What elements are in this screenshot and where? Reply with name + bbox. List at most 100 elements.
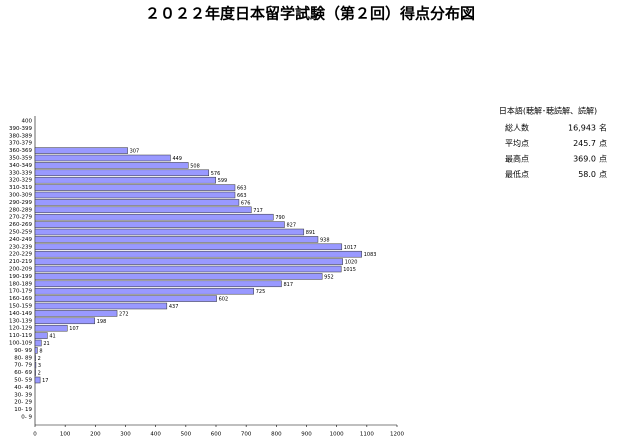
stat-unit: 点 — [599, 170, 607, 179]
bar — [34, 169, 210, 177]
y-tick-label: 130-139 — [9, 318, 32, 324]
stat-value: 369.0 — [573, 155, 596, 164]
bar — [34, 376, 41, 384]
bar — [34, 228, 305, 236]
bar — [34, 302, 168, 310]
value-label: 8 — [39, 348, 42, 354]
bar — [34, 154, 171, 162]
value-label: 508 — [190, 163, 200, 169]
value-label: 663 — [237, 186, 247, 192]
y-tick-label: 210-219 — [9, 259, 32, 265]
x-tick-label: 600 — [211, 432, 222, 438]
bar — [34, 162, 189, 169]
bar — [34, 347, 38, 354]
bar — [34, 265, 342, 273]
x-tick-label: 500 — [181, 432, 192, 438]
y-tick-label: 380-389 — [9, 133, 32, 139]
value-label: 938 — [320, 237, 330, 243]
bar — [34, 354, 36, 362]
stat-label: 最低点 — [505, 169, 529, 179]
bar — [34, 273, 323, 280]
bar — [34, 369, 36, 376]
value-label: 1020 — [345, 260, 358, 266]
stat-unit: 名 — [599, 123, 607, 133]
y-tick-label: 150-159 — [9, 304, 32, 310]
x-tick-label: 0 — [33, 432, 37, 438]
x-tick-label: 1100 — [360, 432, 374, 438]
stat-value: 58.0 — [578, 170, 596, 179]
value-label: 1083 — [364, 252, 377, 258]
bar — [34, 176, 216, 184]
y-tick-label: 230-239 — [9, 244, 32, 250]
value-label: 198 — [97, 319, 107, 325]
value-label: 3 — [38, 363, 41, 369]
value-label: 307 — [130, 149, 140, 155]
y-tick-label: 140-149 — [9, 311, 32, 317]
bar — [34, 147, 128, 154]
y-tick-label: 340-349 — [9, 163, 32, 169]
value-label: 2 — [38, 371, 41, 377]
value-label: 1017 — [344, 245, 357, 251]
y-tick-label: 350-359 — [9, 156, 32, 162]
y-tick-label: 160-169 — [9, 296, 32, 302]
y-tick-label: 280-289 — [9, 207, 32, 213]
x-tick-label: 300 — [120, 432, 131, 438]
x-tick-label: 800 — [271, 432, 282, 438]
value-label: 21 — [43, 341, 49, 347]
chart-title: ２０２２年度日本留学試験（第２回）得点分布図 — [145, 5, 475, 23]
bar — [34, 250, 362, 258]
bar — [34, 280, 282, 288]
bar — [34, 295, 217, 302]
y-tick-label: 190-199 — [9, 274, 32, 280]
value-label: 725 — [256, 289, 266, 295]
y-tick-label: 0- 9 — [21, 415, 32, 421]
stat-value: 245.7 — [573, 139, 596, 148]
y-tick-label: 110-119 — [9, 333, 32, 339]
y-tick-label: 200-209 — [9, 267, 32, 273]
bar — [34, 221, 285, 228]
value-label: 952 — [324, 274, 334, 280]
y-tick-label: 50- 59 — [14, 378, 32, 384]
y-tick-label: 90- 99 — [14, 348, 32, 354]
stats-title: 日本語(聴解･聴読解、読解) — [499, 106, 597, 116]
value-label: 676 — [241, 200, 251, 206]
y-tick-label: 270-279 — [9, 215, 32, 221]
y-tick-label: 20- 29 — [14, 400, 32, 406]
value-label: 437 — [169, 304, 179, 310]
value-label: 17 — [42, 378, 48, 384]
value-label: 449 — [172, 156, 182, 162]
y-tick-label: 70- 79 — [14, 363, 32, 369]
x-tick-label: 900 — [301, 432, 312, 438]
value-label: 817 — [283, 282, 293, 288]
value-label: 663 — [237, 193, 247, 199]
y-tick-label: 310-319 — [9, 185, 32, 191]
x-tick-label: 1000 — [330, 432, 344, 438]
value-label: 41 — [49, 334, 55, 340]
y-tick-label: 240-249 — [9, 237, 32, 243]
value-label: 272 — [119, 311, 129, 317]
y-tick-label: 10- 19 — [14, 407, 32, 413]
value-label: 790 — [275, 215, 285, 221]
x-tick-label: 700 — [241, 432, 252, 438]
bar — [34, 287, 254, 295]
bar — [34, 339, 42, 347]
y-tick-label: 180-189 — [9, 281, 32, 287]
stat-label: 総人数 — [505, 123, 529, 133]
bar — [34, 191, 236, 199]
stat-label: 最高点 — [505, 154, 529, 164]
y-tick-label: 220-229 — [9, 252, 32, 258]
bar — [34, 206, 252, 214]
bar — [34, 361, 37, 369]
value-label: 717 — [253, 208, 263, 214]
y-tick-label: 390-399 — [9, 126, 32, 132]
y-tick-label: 80- 89 — [14, 355, 32, 361]
y-tick-label: 300-309 — [9, 193, 32, 199]
bar — [34, 184, 236, 191]
stat-label: 平均点 — [505, 138, 529, 148]
stat-value: 16,943 — [568, 124, 596, 133]
stat-unit: 点 — [599, 155, 607, 164]
value-label: 599 — [218, 178, 228, 184]
y-tick-label: 400 — [22, 119, 33, 125]
stat-unit: 点 — [599, 139, 607, 148]
